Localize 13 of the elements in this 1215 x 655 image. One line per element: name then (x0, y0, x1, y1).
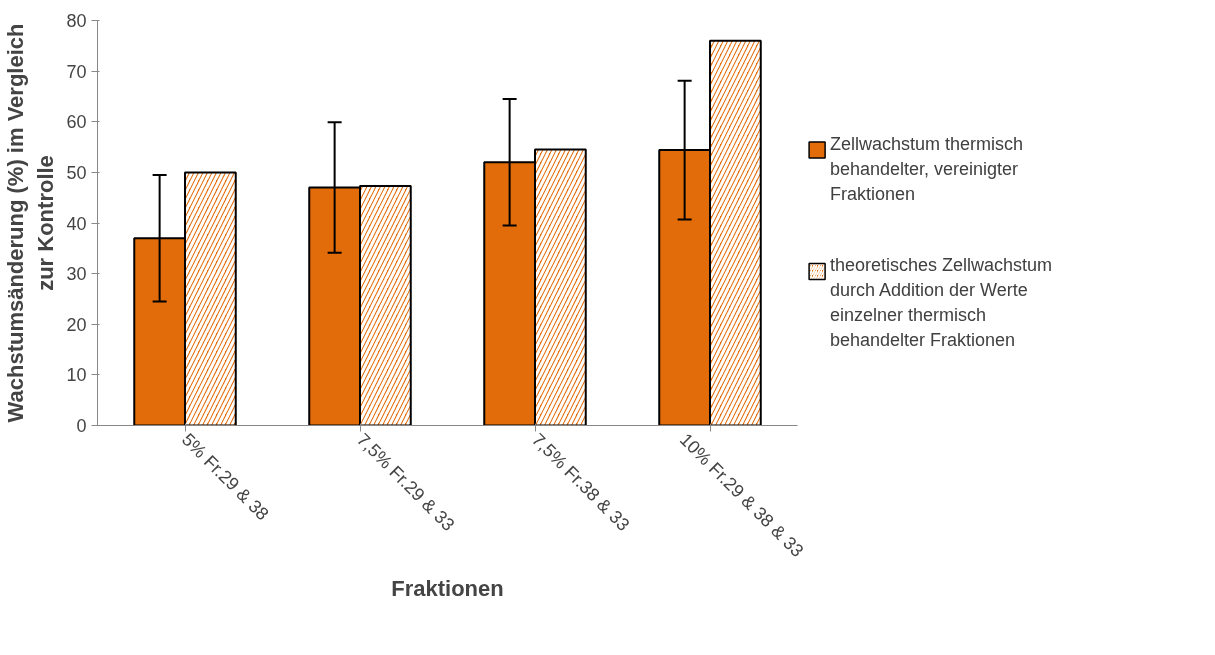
y-tick-label: 20 (66, 314, 87, 335)
legend-label: theoretisches Zellwachstum durch Addition der Werte einzelner thermisch behandelter Fraktionen (829, 255, 1052, 351)
y-tick-label: 40 (66, 213, 87, 234)
x-axis-title: Fraktionen (391, 576, 504, 602)
y-tick-label: 10 (66, 365, 87, 386)
y-tick-label: 0 (76, 416, 87, 436)
y-tick-label: 60 (66, 112, 87, 133)
y-tick-label: 50 (66, 162, 87, 183)
y-axis-title: Wachstumsänderung (%) im Vergleich zur Kontrolle (3, 23, 59, 423)
y-tick-label: 30 (66, 264, 87, 285)
legend-label: Zellwachstum thermisch behandelter, vereinigter Fraktionen (829, 133, 1023, 204)
y-tick-label: 70 (66, 61, 87, 82)
y-tick-label: 80 (66, 11, 87, 31)
